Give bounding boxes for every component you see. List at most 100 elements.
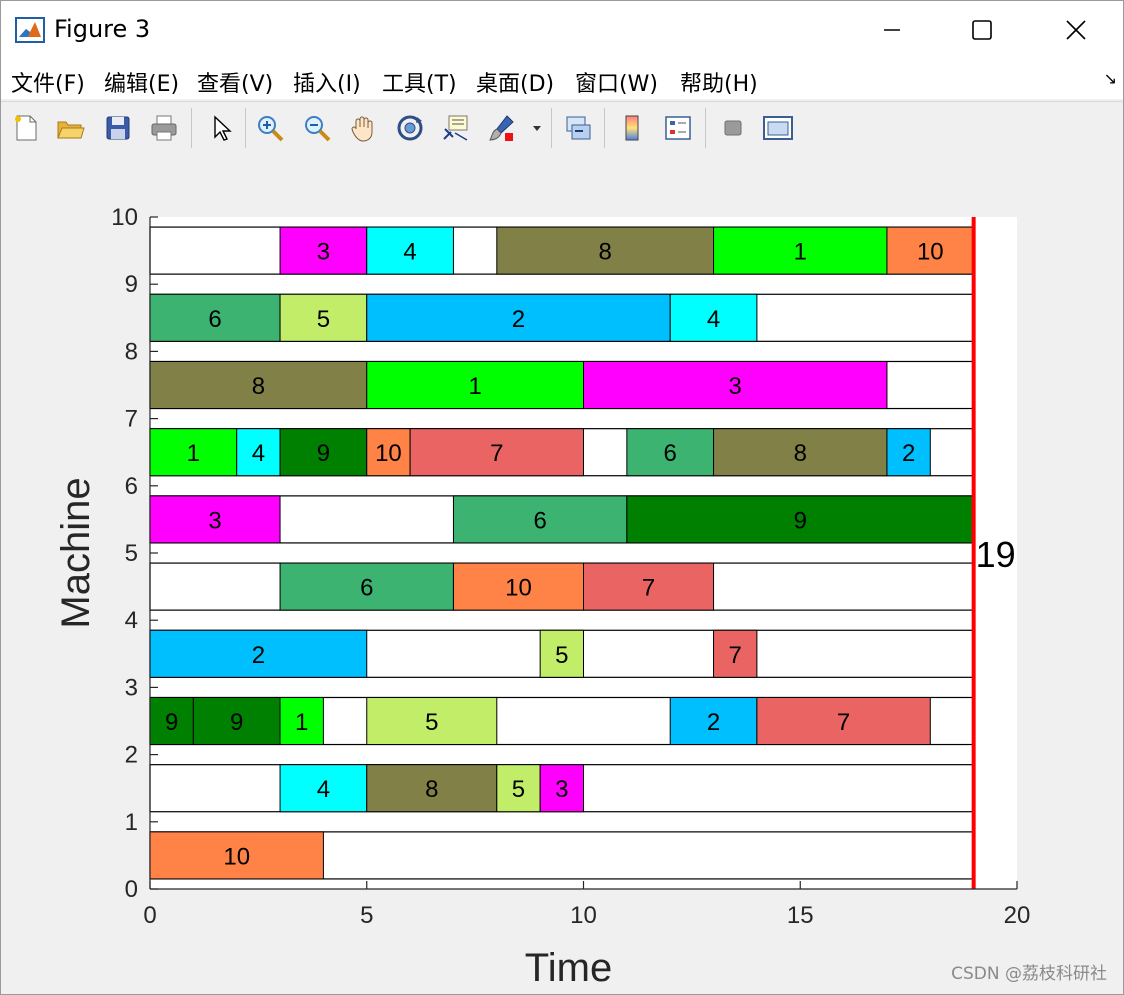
operation-label: 3 [729,373,742,400]
operation-label: 1 [295,709,308,736]
close-button[interactable] [1053,7,1099,53]
save-button[interactable] [101,111,135,145]
menu-desktop[interactable]: 桌面(D) [476,72,555,97]
operation-label: 5 [425,709,438,736]
operation-bar [626,495,975,544]
rotate-button[interactable] [393,111,427,145]
title-bar[interactable]: Figure 3 [1,1,1123,59]
toolbar-separator [705,108,706,148]
toolbar-separator [191,108,192,148]
operation-label: 8 [598,239,611,266]
x-tick-label: 15 [787,902,814,929]
print-button[interactable] [147,111,181,145]
operation-label: 7 [490,440,503,467]
zoom-out-button[interactable] [300,111,334,145]
select-button[interactable] [204,111,238,145]
toolbar-separator [245,108,246,148]
operation-bar [539,629,585,678]
zoom-in-button[interactable] [253,111,287,145]
operation-bar [149,495,281,544]
open-file-icon [57,121,85,139]
makespan-label: 19 [976,534,1016,575]
new-figure-button[interactable] [9,111,43,145]
dock-button[interactable] [761,111,795,145]
y-tick-label: 7 [125,406,138,433]
y-tick-label: 10 [111,204,138,231]
print-icon [151,115,177,141]
operation-bar [669,293,758,342]
figure-toolbar [1,101,1123,155]
operation-label: 5 [512,776,525,803]
y-tick-label: 4 [125,607,138,634]
chevron-down-icon [533,126,541,131]
operation-bar [886,226,975,275]
operation-label: 7 [642,575,655,602]
toolbar-separator [604,108,605,148]
operation-label: 5 [555,642,568,669]
toolbar-separator [551,108,552,148]
hide-tools-button[interactable] [716,111,750,145]
operation-label: 4 [317,776,330,803]
operation-label: 1 [187,440,200,467]
operation-label: 8 [252,373,265,400]
operation-bar [149,629,368,678]
menu-file[interactable]: 文件(F) [11,72,85,97]
operation-bar [279,293,368,342]
operation-label: 2 [707,709,720,736]
menu-help[interactable]: 帮助(H) [680,72,758,97]
operation-label: 4 [707,306,720,333]
operation-label: 8 [794,440,807,467]
hide-tools-icon [724,120,742,136]
y-tick-label: 6 [125,473,138,500]
operation-label: 1 [468,373,481,400]
operation-label: 10 [223,843,250,870]
operation-label: 2 [252,642,265,669]
data-cursor-icon [443,115,468,141]
minimize-button[interactable] [869,7,915,53]
data-cursor-button[interactable] [439,111,473,145]
menu-tools[interactable]: 工具(T) [382,72,457,97]
rotate-3d-icon [397,115,423,141]
x-tick-label: 0 [143,902,156,929]
brush-dropdown[interactable] [528,111,546,145]
operation-bar [149,428,238,477]
operation-label: 3 [208,507,221,534]
x-axis-label: Time [525,946,612,990]
menu-view[interactable]: 查看(V) [197,72,274,97]
menu-dock-arrow[interactable]: ↘ [1103,69,1117,88]
menu-insert[interactable]: 插入(I) [293,72,361,97]
operation-bar [496,226,715,275]
brush-icon [489,115,514,141]
operation-bar [149,831,324,880]
open-file-button[interactable] [53,111,87,145]
minimize-icon [884,29,900,31]
zoom-out-icon [305,116,331,142]
window-title: Figure 3 [54,15,151,43]
operation-bar [713,226,888,275]
pan-button[interactable] [346,111,380,145]
y-tick-label: 1 [125,809,138,836]
menu-edit[interactable]: 编辑(E) [104,72,180,97]
gantt-chart: 104 8 5 39 9 1 5 2 72 5 76 10 73 6 91 4 9 10 7 6 8 28 1 36 5 2 43 4… [54,204,1031,990]
operation-bar [583,562,715,611]
legend-button[interactable] [661,111,695,145]
maximize-button[interactable] [959,7,1005,53]
operation-bar [236,428,281,477]
operation-bar [366,764,498,813]
y-tick-label: 0 [125,876,138,903]
menu-bar: 文件(F) 编辑(E) 查看(V) 插入(I) 工具(T) 桌面(D) 窗口(W… [1,59,1123,99]
close-icon [1066,20,1086,40]
link-plot-icon [566,116,591,140]
operation-bar [756,696,931,746]
colorbar-button[interactable] [615,111,649,145]
operation-bar [149,696,194,746]
brush-button[interactable] [485,111,519,145]
operation-bar [669,696,758,746]
y-tick-label: 3 [125,674,138,701]
x-tick-label: 20 [1004,902,1031,929]
menu-window[interactable]: 窗口(W) [575,72,658,97]
operation-bar [366,226,454,275]
operation-label: 4 [403,239,416,266]
link-plot-button[interactable] [561,111,595,145]
